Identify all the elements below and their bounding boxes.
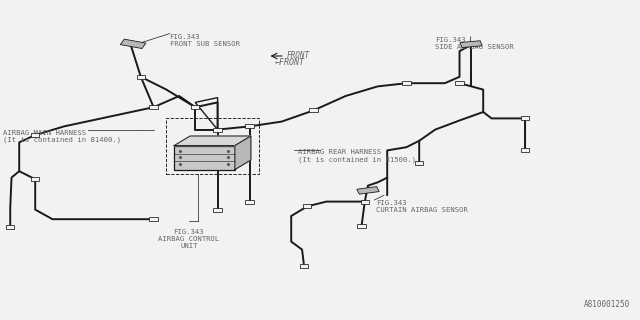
Bar bbox=[246, 200, 253, 204]
Bar bbox=[150, 217, 157, 221]
Bar bbox=[303, 204, 311, 209]
Polygon shape bbox=[235, 136, 251, 170]
Bar bbox=[415, 161, 424, 165]
Bar bbox=[403, 81, 411, 85]
Polygon shape bbox=[356, 187, 380, 194]
Bar bbox=[150, 105, 157, 109]
Text: FIG.343
FRONT SUB SENSOR: FIG.343 FRONT SUB SENSOR bbox=[170, 34, 239, 47]
Bar bbox=[300, 264, 308, 268]
Bar bbox=[214, 208, 222, 212]
Polygon shape bbox=[174, 136, 251, 146]
Bar bbox=[310, 108, 317, 112]
Text: A810001250: A810001250 bbox=[584, 300, 630, 309]
Bar bbox=[31, 177, 40, 181]
Bar bbox=[137, 75, 145, 79]
Bar bbox=[174, 146, 235, 170]
Bar bbox=[456, 81, 463, 85]
Text: FRONT: FRONT bbox=[287, 52, 310, 60]
Text: FIG.343
AIRBAG CONTROL
UNIT: FIG.343 AIRBAG CONTROL UNIT bbox=[158, 229, 220, 249]
Bar bbox=[191, 105, 200, 109]
Text: ←FRONT: ←FRONT bbox=[275, 58, 305, 67]
Text: FIG.343
SIDE AIRBAG SENSOR: FIG.343 SIDE AIRBAG SENSOR bbox=[435, 37, 514, 50]
Bar bbox=[357, 223, 366, 228]
Bar bbox=[31, 133, 40, 137]
Text: AIRBAG MAIN HARNESS
(It is contained in 81400.): AIRBAG MAIN HARNESS (It is contained in … bbox=[3, 130, 122, 143]
Text: FIG.343
CURTAIN AIRBAG SENSOR: FIG.343 CURTAIN AIRBAG SENSOR bbox=[376, 200, 468, 213]
Bar bbox=[246, 124, 253, 128]
Polygon shape bbox=[460, 41, 482, 48]
Bar bbox=[6, 225, 14, 229]
Bar bbox=[361, 200, 369, 204]
Bar bbox=[166, 118, 259, 174]
Polygon shape bbox=[120, 39, 146, 49]
Bar bbox=[521, 148, 529, 152]
Bar bbox=[521, 116, 529, 120]
Text: AIRBAG REAR HARNESS
(It is contained in 81500.): AIRBAG REAR HARNESS (It is contained in … bbox=[298, 149, 416, 163]
Bar bbox=[214, 127, 222, 132]
